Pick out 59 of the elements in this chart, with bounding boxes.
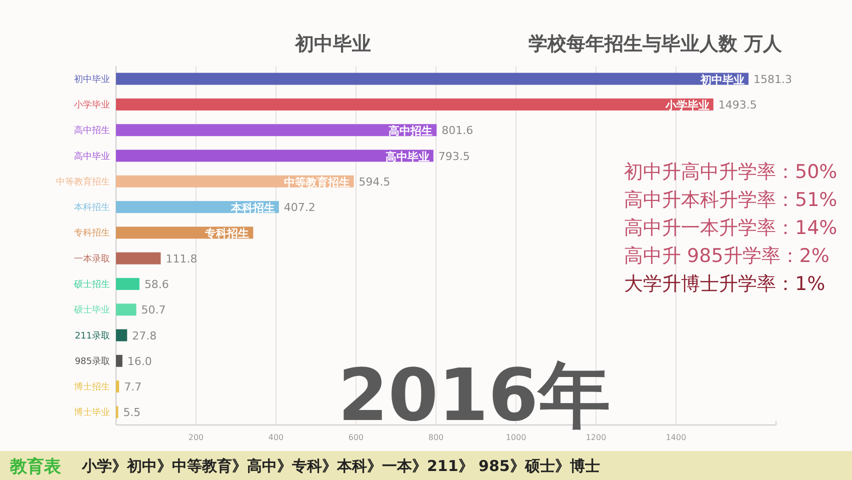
bar bbox=[116, 252, 161, 264]
bar bbox=[116, 380, 120, 393]
bar bbox=[116, 72, 749, 85]
bar bbox=[116, 150, 434, 162]
data-label: 111.8 bbox=[166, 252, 198, 266]
y-tick-label: 小学毕业 bbox=[74, 99, 110, 110]
bar bbox=[116, 304, 136, 316]
data-label: 801.6 bbox=[442, 124, 474, 138]
text: 教育表 bbox=[9, 456, 62, 477]
y-tick-label: 高中毕业 bbox=[74, 150, 110, 162]
y-tick-label: 985录取 bbox=[74, 356, 110, 367]
bar bbox=[116, 124, 437, 136]
annotation: 大学升博士升学率：1% bbox=[624, 273, 826, 295]
category-label: 中等教育招生 bbox=[284, 176, 350, 189]
y-tick-label: 硕士毕业 bbox=[73, 304, 110, 316]
chart-title: 学校每年招生与毕业人数 万人 bbox=[528, 33, 783, 55]
data-label: 1581.3 bbox=[754, 72, 792, 86]
category-label: 高中招生 bbox=[388, 124, 433, 138]
data-label: 594.5 bbox=[358, 175, 390, 188]
annotation: 初中毕业 bbox=[700, 73, 745, 86]
y-tick-label: 本科招生 bbox=[74, 202, 110, 214]
data-label: 1493.5 bbox=[718, 98, 757, 112]
category-label: 小学毕业 bbox=[665, 98, 710, 112]
x-tick-label: 800 bbox=[428, 433, 444, 442]
data-label: 27.8 bbox=[132, 329, 157, 342]
bar bbox=[116, 278, 140, 290]
data-label: 16.0 bbox=[127, 354, 152, 368]
data-label: 7.7 bbox=[124, 380, 142, 394]
y-tick-label: 初中毕业 bbox=[74, 74, 110, 85]
y-tick-label: 一本录取 bbox=[74, 253, 110, 264]
y-tick-label: 中等教育招生 bbox=[56, 176, 110, 188]
category-label: 专科招生 bbox=[205, 227, 250, 240]
x-tick-label: 1200 bbox=[586, 433, 606, 442]
data-label: 407.2 bbox=[284, 201, 316, 214]
x-tick-label: 200 bbox=[188, 433, 204, 442]
category-label: 本科招生 bbox=[230, 202, 275, 215]
data-label: 5.5 bbox=[123, 406, 141, 420]
x-tick-label: 1400 bbox=[666, 433, 686, 442]
annotation: 高中升本科升学率：51% bbox=[624, 189, 838, 211]
category-label: 高中毕业 bbox=[385, 150, 430, 164]
y-tick-label: 专科招生 bbox=[74, 228, 110, 239]
x-tick-label: 1000 bbox=[506, 433, 526, 442]
y-tick-label: 高中招生 bbox=[74, 125, 110, 136]
data-label: 58.6 bbox=[144, 278, 169, 291]
bar bbox=[116, 354, 122, 367]
y-tick-label: 211录取 bbox=[74, 330, 110, 342]
annotation: 高中升 985升学率：2% bbox=[624, 245, 830, 267]
annotation: 高中升一本升学率：14% bbox=[624, 217, 838, 239]
y-tick-label: 硕士招生 bbox=[73, 278, 110, 290]
y-tick-label: 博士招生 bbox=[74, 382, 110, 393]
annotation: 初中升高中升学率：50% bbox=[624, 161, 838, 183]
bar bbox=[116, 98, 714, 110]
x-tick-label: 400 bbox=[268, 433, 284, 442]
bar bbox=[116, 329, 128, 342]
data-label: 793.5 bbox=[438, 150, 470, 163]
y-tick-label: 博士毕业 bbox=[74, 407, 110, 418]
data-label: 50.7 bbox=[141, 304, 166, 317]
category-label: 初中毕业 bbox=[295, 33, 371, 55]
text: 小学》初中》中等教育》高中》专科》本科》一本》211》 985》硕士》博士 bbox=[81, 457, 600, 475]
